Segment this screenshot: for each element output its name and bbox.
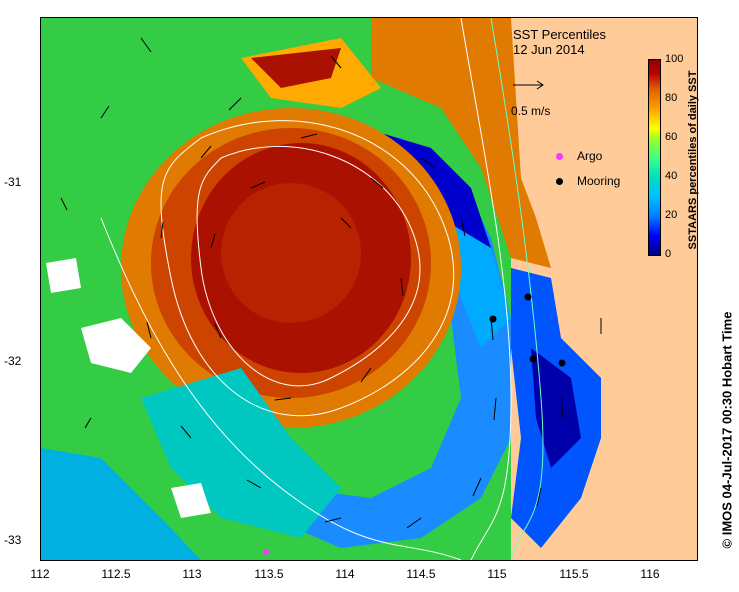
x-tick: 114 [335,567,355,581]
x-tick: 116 [640,567,660,581]
colorbar-tick: 20 [665,209,678,221]
mooring-marker-icon [556,178,563,185]
x-tick: 114.5 [406,567,436,581]
y-tick: -31 [4,175,22,189]
credit-text: © IMOS 04-Jul-2017 00:30 Hobart Time [719,311,735,549]
colorbar [648,59,661,256]
x-tick: 113.5 [254,567,284,581]
y-tick: -32 [4,354,22,368]
x-tick: 113 [182,567,202,581]
argo-marker-icon [556,153,563,160]
map-title: SST Percentiles [513,27,606,42]
colorbar-label: SSTAARS percentiles of daily SST [687,70,699,250]
x-tick: 112 [30,567,50,581]
colorbar-tick: 40 [665,170,678,182]
colorbar-tick: 60 [665,131,678,143]
sst-field [41,18,697,560]
colorbar-tick: 100 [665,53,684,65]
colorbar-tick: 80 [665,92,678,104]
legend-argo-label: Argo [577,149,603,163]
sst-map[interactable]: SST Percentiles 12 Jun 2014 0.5 m/s Argo… [40,17,698,561]
y-tick: -33 [4,533,22,547]
colorbar-tick: 0 [665,248,672,260]
x-tick: 115.5 [559,567,589,581]
legend-mooring-label: Mooring [577,174,621,188]
x-tick: 115 [487,567,507,581]
scale-arrow-label: 0.5 m/s [511,104,551,118]
map-date: 12 Jun 2014 [513,42,585,57]
x-tick: 112.5 [101,567,131,581]
